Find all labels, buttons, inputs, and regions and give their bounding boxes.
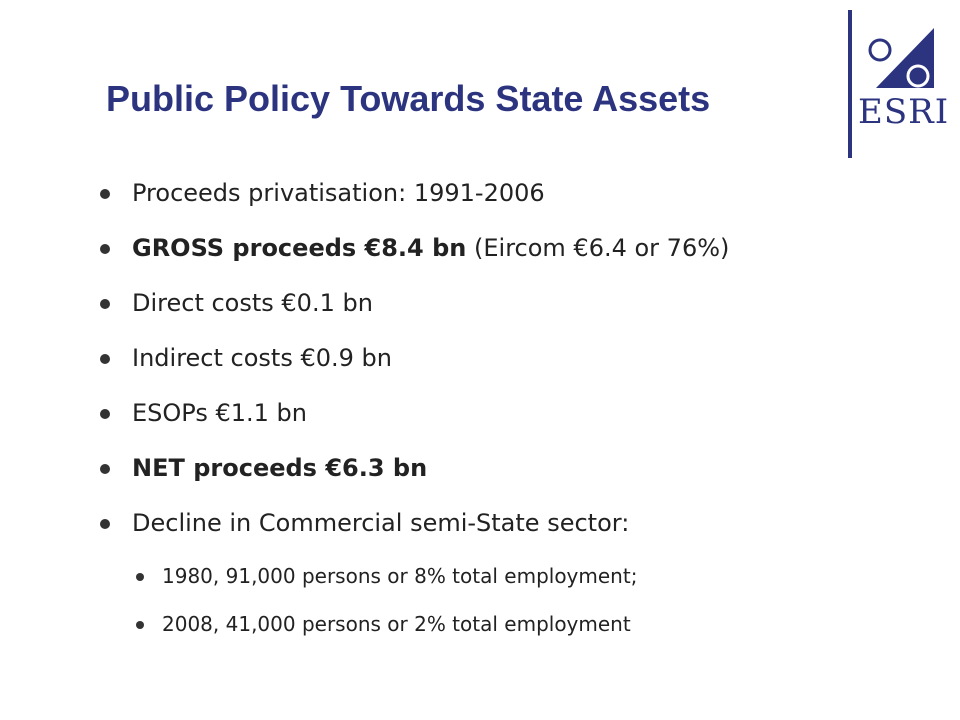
bullet-item: Direct costs €0.1 bn (100, 288, 920, 343)
logo-text: ESRI (858, 92, 950, 132)
bullet-item: Decline in Commercial semi-State sector: (100, 508, 920, 563)
slide-title: Public Policy Towards State Assets (106, 78, 711, 119)
bullet-item: Proceeds privatisation: 1991-2006 (100, 178, 920, 233)
sub-bullet-item: 2008, 41,000 persons or 2% total employm… (100, 611, 920, 659)
bullet-list: Proceeds privatisation: 1991-2006 GROSS … (100, 178, 920, 659)
bullet-item: GROSS proceeds €8.4 bn (Eircom €6.4 or 7… (100, 233, 920, 288)
sub-bullet-item: 1980, 91,000 persons or 8% total employm… (100, 563, 920, 611)
esri-logo-icon (848, 10, 934, 158)
bullet-item: ESOPs €1.1 bn (100, 398, 920, 453)
bullet-item: Indirect costs €0.9 bn (100, 343, 920, 398)
bullet-item: NET proceeds €6.3 bn (100, 453, 920, 508)
